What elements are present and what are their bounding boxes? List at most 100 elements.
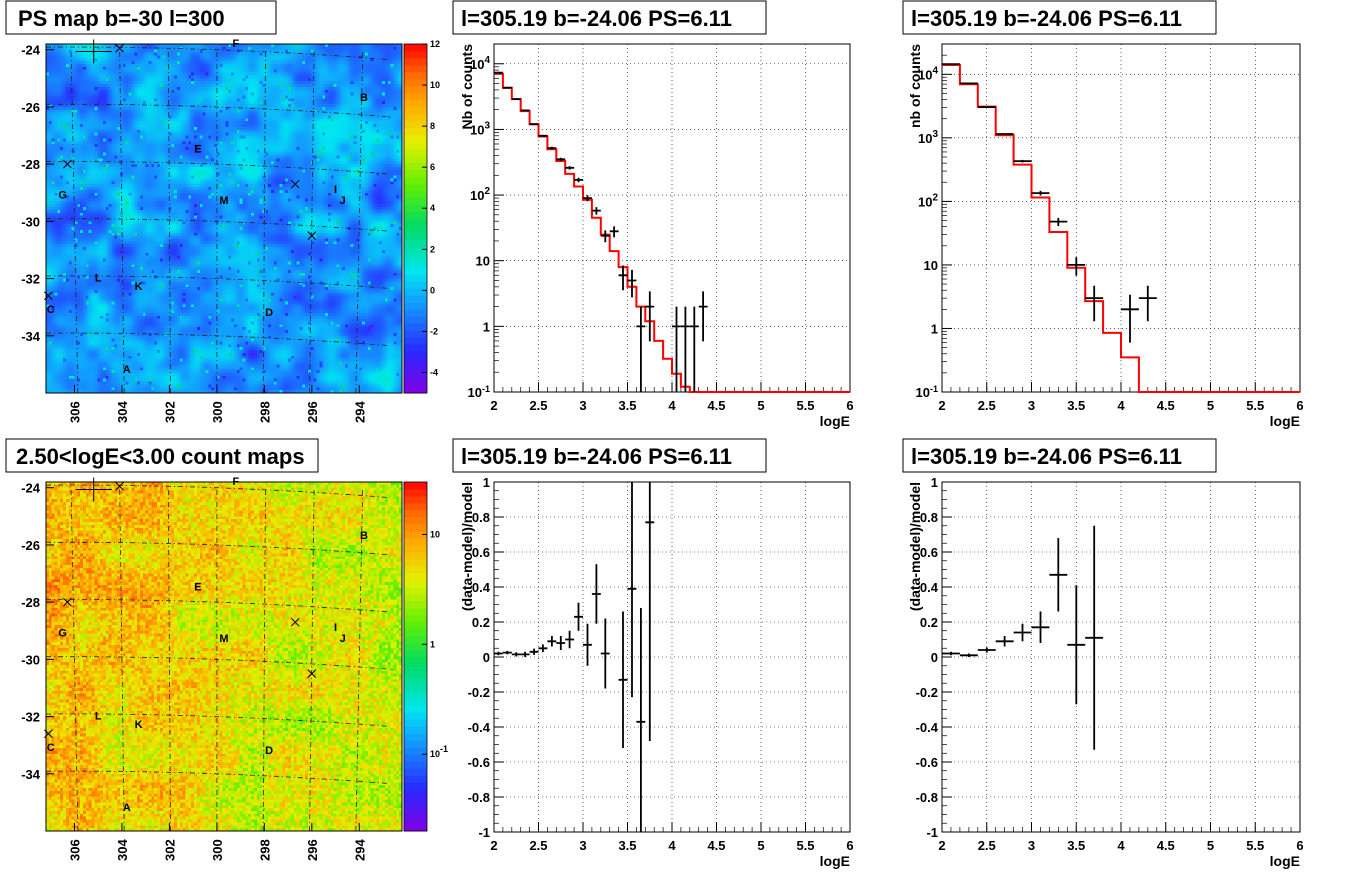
- palette-cell: [404, 740, 427, 748]
- map-xtick-label: 298: [257, 839, 272, 861]
- x-axis-title: logE: [1270, 853, 1300, 869]
- palette-cell: [404, 488, 427, 497]
- map-title-box: [5, 0, 277, 35]
- palette-cell: [404, 537, 427, 546]
- palette-cell: [404, 614, 427, 623]
- xtick-label: 2.5: [978, 398, 996, 413]
- source-label-e: E: [194, 144, 201, 156]
- palette-cell: [404, 607, 427, 616]
- x-axis-title: logE: [1270, 413, 1300, 429]
- palette-cell: [404, 288, 427, 296]
- ytick-label: -0.8: [468, 790, 490, 805]
- source-label-k: K: [135, 281, 143, 293]
- xtick-label: 5.5: [796, 838, 814, 853]
- data-point: [520, 109, 530, 112]
- palette-cell: [404, 796, 427, 804]
- palette-cell: [404, 670, 427, 678]
- map-grid-lon-5: [309, 487, 315, 832]
- palette-tick-label: 0: [430, 285, 435, 295]
- data-point: [556, 157, 566, 161]
- palette-cell: [404, 176, 427, 185]
- palette-cell: [404, 113, 427, 122]
- palette-cell: [404, 509, 427, 518]
- xtick-label: 2: [938, 398, 945, 413]
- palette-cell: [404, 530, 427, 539]
- palette-cell: [404, 719, 427, 727]
- spectrum-coarse-title-box: [902, 0, 1217, 35]
- palette-frame: [403, 43, 428, 394]
- palette-cell: [404, 44, 427, 52]
- map-grid-lon-6: [355, 487, 364, 832]
- ytick-label: 0.4: [920, 580, 939, 595]
- xtick-label: 6: [1296, 838, 1303, 853]
- palette-cell: [404, 775, 427, 783]
- palette-cell: [404, 358, 427, 366]
- map-xtick-label: 304: [115, 839, 130, 861]
- palette-cell: [404, 705, 427, 713]
- data-point: [591, 564, 601, 624]
- data-point: [959, 653, 978, 657]
- y-axis-title: (data-model)/model: [907, 482, 923, 611]
- map-xtick-label: 294: [352, 401, 367, 423]
- y-axis-title: Nb of counts: [459, 44, 475, 130]
- palette-cell: [404, 558, 427, 567]
- palette-cell: [404, 817, 427, 825]
- map-xtick-label: 300: [210, 401, 225, 423]
- residual-coarse-title-box: [902, 438, 1217, 473]
- palette-tick-label: 10-1: [430, 744, 448, 759]
- palette-cell: [404, 593, 427, 602]
- palette-cell: [404, 92, 427, 101]
- spectrum-chart-coarse: l=305.19 b=-24.06 PS=6.11 2 2.5 3 3.5 4 4.5 5 5…: [902, 0, 1304, 429]
- map-grid-lon-0: [70, 49, 79, 394]
- data-point: [995, 636, 1014, 647]
- map-grid-lat-3: [46, 656, 388, 670]
- palette-cell: [404, 768, 427, 776]
- map-grid-lat-0: [45, 484, 388, 498]
- ytick-label: 0: [931, 650, 938, 665]
- palette-cell: [404, 218, 427, 226]
- map-grid-lat-3: [46, 218, 388, 232]
- xtick-label: 5: [1207, 398, 1214, 413]
- xtick-label: 5.5: [1246, 398, 1264, 413]
- data-point: [627, 482, 637, 698]
- ytick-label: 0.8: [472, 510, 490, 525]
- map-heatmap: [46, 44, 402, 393]
- ytick-label: -0.2: [468, 685, 490, 700]
- target-marker: [75, 39, 112, 64]
- xtick-label: 4: [1117, 398, 1125, 413]
- xtick-label: 2.5: [978, 838, 996, 853]
- ytick-label: -0.2: [916, 685, 938, 700]
- data-point: [645, 291, 655, 342]
- palette-cell: [404, 169, 427, 178]
- palette-tick-label: 2: [430, 244, 435, 254]
- map-grid-lon-6: [355, 49, 364, 394]
- xtick-label: 4: [668, 838, 676, 853]
- data-point: [672, 306, 681, 392]
- source-label-c: C: [47, 304, 55, 316]
- palette-cell: [404, 523, 427, 532]
- palette-tick-label: -4: [430, 367, 438, 377]
- palette-cell: [404, 733, 427, 741]
- map-title: PS map b=-30 l=300: [18, 6, 225, 31]
- palette-cell: [404, 600, 427, 609]
- palette-cell: [404, 260, 427, 268]
- source-label-e: E: [194, 582, 201, 594]
- source-label-k: K: [135, 719, 143, 731]
- palette-cell: [404, 155, 427, 164]
- ytick-label: 103: [918, 129, 938, 146]
- data-point: [547, 636, 557, 647]
- palette-cell: [404, 78, 427, 87]
- map-grid-lon-2: [167, 487, 171, 832]
- data-point: [689, 306, 699, 392]
- data-point: [520, 651, 530, 657]
- data-point: [591, 207, 601, 215]
- source-label-c: C: [47, 742, 55, 754]
- cross-marker: [63, 159, 72, 169]
- palette-cell: [404, 565, 427, 574]
- cross-marker: [63, 597, 72, 607]
- data-point: [1121, 294, 1139, 343]
- map-grid-lat-2: [46, 599, 388, 613]
- xtick-label: 3.5: [1067, 398, 1085, 413]
- xtick-label: 3.5: [1067, 838, 1085, 853]
